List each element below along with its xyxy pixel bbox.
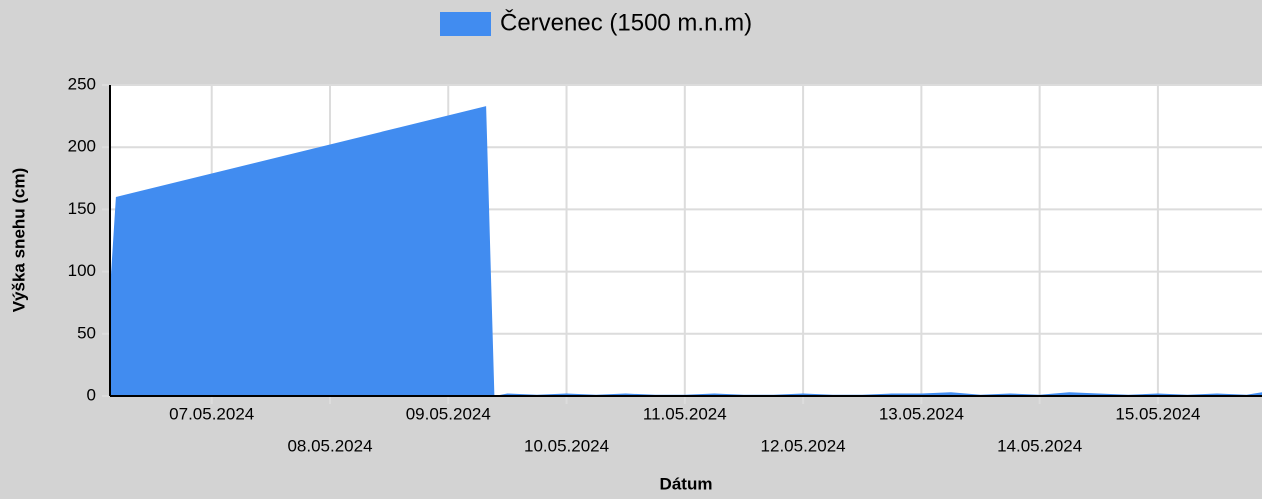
y-tick-label: 150 [68,199,96,218]
y-axis-label: Výška snehu (cm) [9,168,28,313]
legend-label: Červenec (1500 m.n.m) [500,8,752,36]
x-tick-label: 08.05.2024 [287,436,372,455]
y-tick-label: 250 [68,74,96,93]
x-tick-label: 07.05.2024 [169,404,254,423]
x-tick-label: 15.05.2024 [1115,404,1200,423]
x-tick-label: 13.05.2024 [879,404,964,423]
x-tick-label: 11.05.2024 [643,404,727,423]
legend-swatch [440,12,491,36]
y-tick-label: 50 [77,323,96,342]
x-axis-label: Dátum [660,474,713,493]
area [110,106,1262,396]
x-tick-label: 14.05.2024 [997,436,1082,455]
y-tick-label: 0 [87,385,96,404]
y-tick-label: 100 [68,261,96,280]
y-tick-label: 200 [68,137,96,156]
x-tick-label: 09.05.2024 [406,404,491,423]
x-tick-label: 10.05.2024 [524,436,609,455]
x-tick-label: 12.05.2024 [761,436,846,455]
